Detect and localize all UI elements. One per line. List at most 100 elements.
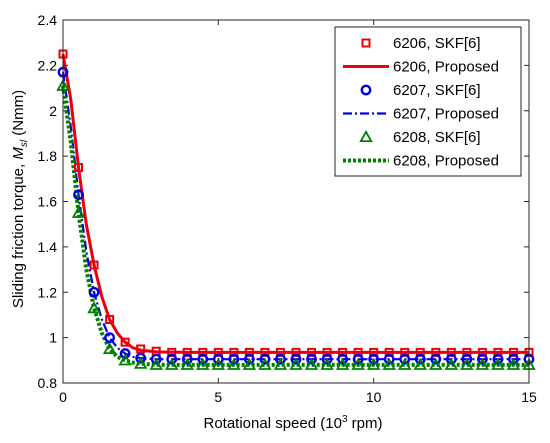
data-point-triangle: [211, 357, 226, 370]
data-point-square: [74, 162, 84, 172]
x-tick-label: 10: [366, 389, 382, 405]
data-point-triangle: [444, 357, 459, 370]
data-point-circle: [181, 353, 193, 365]
data-point-circle: [383, 353, 395, 365]
legend-item: 6206, Proposed: [343, 59, 499, 76]
data-point-circle: [352, 353, 364, 365]
x-axis-label: Rotational speed (103 rpm): [204, 414, 383, 432]
series-markers-6207-skf-6-: [57, 66, 535, 365]
data-point-triangle: [304, 357, 319, 370]
y-tick-label: 2: [49, 103, 57, 119]
data-point-triangle: [118, 353, 132, 366]
legend-item: 6208, Proposed: [343, 153, 499, 170]
data-point-square: [89, 260, 99, 270]
data-point-circle: [337, 353, 348, 365]
legend-label: 6207, Proposed: [393, 106, 499, 123]
legend-label: 6208, Proposed: [393, 153, 499, 170]
data-point-circle: [259, 353, 271, 365]
y-axis-label: Sliding friction torque, Msl (Nmm): [10, 90, 30, 308]
data-point-triangle: [258, 357, 272, 370]
data-point-triangle: [398, 357, 412, 370]
x-axis-label-main: Rotational speed (10: [204, 415, 342, 432]
data-point-triangle: [71, 205, 86, 218]
legend: 6206, SKF[6] 6206, Proposed 6207, SKF[6] 62…: [334, 26, 522, 177]
data-point-circle: [508, 353, 519, 365]
legend-item: 6207, SKF[6]: [360, 82, 481, 99]
data-point-triangle: [102, 341, 117, 355]
data-point-circle: [306, 353, 317, 365]
legend-box: [334, 26, 522, 177]
data-point-triangle: [242, 357, 257, 370]
data-point-circle: [461, 353, 473, 365]
data-point-circle: [414, 353, 426, 365]
legend-item: 6207, Proposed: [343, 106, 499, 123]
data-point-circle: [212, 353, 224, 365]
data-point-triangle: [460, 357, 474, 370]
data-point-circle: [88, 286, 100, 298]
data-point-triangle: [351, 357, 365, 370]
x-axis-label-unit: rpm): [348, 415, 383, 432]
y-axis-label-subscript: sl: [19, 139, 30, 147]
x-axis-label-superscript: 3: [342, 414, 348, 425]
data-point-triangle: [335, 357, 350, 370]
data-point-triangle: [196, 357, 210, 370]
legend-label: 6208, SKF[6]: [393, 129, 481, 146]
data-point-square: [120, 337, 130, 347]
y-axis-label-unit: (Nmm): [10, 90, 27, 140]
data-point-triangle: [180, 357, 194, 370]
data-point-circle: [197, 353, 209, 365]
data-point-triangle: [429, 357, 443, 370]
y-axis-label-prefix: Sliding friction torque,: [10, 160, 27, 308]
data-point-circle: [104, 332, 116, 344]
data-point-triangle: [491, 357, 505, 370]
y-tick-label: 1.6: [38, 194, 58, 210]
y-tick-label: 2.4: [38, 12, 58, 28]
data-point-circle: [150, 353, 162, 365]
data-point-circle: [445, 353, 457, 365]
legend-marker-square: [361, 38, 371, 48]
data-point-triangle: [133, 356, 148, 369]
data-point-triangle: [475, 357, 490, 370]
legend-label: 6206, SKF[6]: [393, 35, 481, 52]
data-point-triangle: [273, 357, 288, 370]
data-point-square: [136, 344, 146, 354]
y-tick-label: 0.8: [38, 375, 58, 391]
data-point-triangle: [506, 357, 521, 370]
data-point-triangle: [366, 357, 381, 370]
data-point-circle: [321, 353, 333, 365]
y-tick-label: 2.2: [38, 57, 58, 73]
data-point-triangle: [382, 357, 396, 370]
y-axis-label-variable: M: [10, 147, 27, 160]
x-tick-label: 15: [521, 389, 537, 405]
data-point-triangle: [87, 301, 101, 314]
y-tick-label: 1: [49, 330, 57, 346]
data-point-circle: [476, 353, 488, 365]
data-point-square: [105, 314, 115, 324]
data-point-circle: [228, 353, 240, 365]
y-tick-label: 1.2: [38, 284, 58, 300]
data-point-circle: [243, 353, 255, 365]
data-point-triangle: [320, 357, 334, 370]
x-tick-label: 0: [59, 389, 67, 405]
data-point-circle: [399, 353, 411, 365]
data-point-circle: [492, 353, 504, 365]
data-point-triangle: [289, 357, 303, 370]
data-point-triangle: [149, 357, 163, 370]
data-point-triangle: [165, 357, 179, 370]
data-point-circle: [430, 353, 442, 365]
data-point-circle: [119, 348, 131, 359]
data-point-circle: [73, 189, 84, 201]
legend-marker-circle: [360, 84, 372, 96]
y-tick-label: 1.8: [38, 148, 58, 164]
x-tick-label: 5: [214, 389, 222, 405]
axes: 0 5 10 15 0.8 1 1.2 1.4 1.6 1.8 2 2.2 2.4: [38, 12, 537, 405]
legend-label: 6207, SKF[6]: [393, 82, 481, 99]
data-point-circle: [166, 353, 178, 365]
data-point-circle: [135, 352, 147, 364]
y-tick-label: 1.4: [38, 239, 58, 255]
legend-label: 6206, Proposed: [393, 59, 499, 76]
legend-item: 6206, SKF[6]: [361, 35, 481, 52]
data-point-circle: [275, 353, 286, 365]
data-point-triangle: [227, 357, 241, 370]
